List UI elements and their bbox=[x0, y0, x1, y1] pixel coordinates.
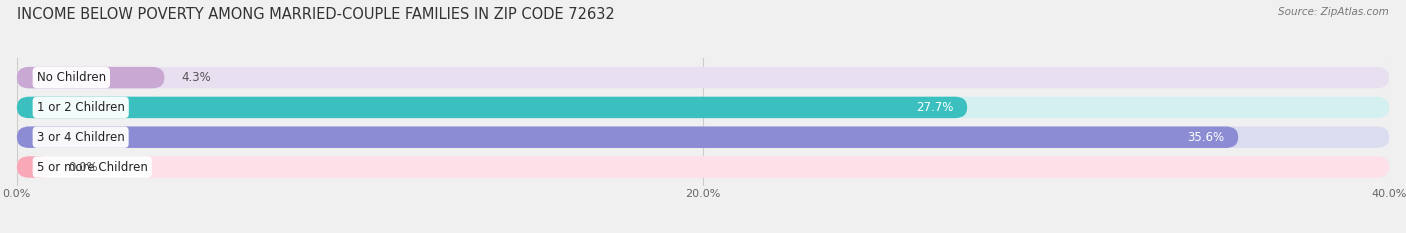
FancyBboxPatch shape bbox=[17, 67, 1389, 88]
FancyBboxPatch shape bbox=[17, 97, 1389, 118]
FancyBboxPatch shape bbox=[17, 127, 1389, 148]
FancyBboxPatch shape bbox=[17, 156, 1389, 178]
Text: 0.0%: 0.0% bbox=[69, 161, 98, 174]
Text: No Children: No Children bbox=[37, 71, 105, 84]
FancyBboxPatch shape bbox=[17, 97, 967, 118]
Text: 4.3%: 4.3% bbox=[181, 71, 211, 84]
Text: 27.7%: 27.7% bbox=[917, 101, 953, 114]
Text: 3 or 4 Children: 3 or 4 Children bbox=[37, 131, 125, 144]
Text: Source: ZipAtlas.com: Source: ZipAtlas.com bbox=[1278, 7, 1389, 17]
Text: INCOME BELOW POVERTY AMONG MARRIED-COUPLE FAMILIES IN ZIP CODE 72632: INCOME BELOW POVERTY AMONG MARRIED-COUPL… bbox=[17, 7, 614, 22]
FancyBboxPatch shape bbox=[17, 67, 165, 88]
FancyBboxPatch shape bbox=[17, 156, 51, 178]
FancyBboxPatch shape bbox=[17, 127, 1239, 148]
Text: 1 or 2 Children: 1 or 2 Children bbox=[37, 101, 125, 114]
Text: 5 or more Children: 5 or more Children bbox=[37, 161, 148, 174]
Text: 35.6%: 35.6% bbox=[1187, 131, 1225, 144]
